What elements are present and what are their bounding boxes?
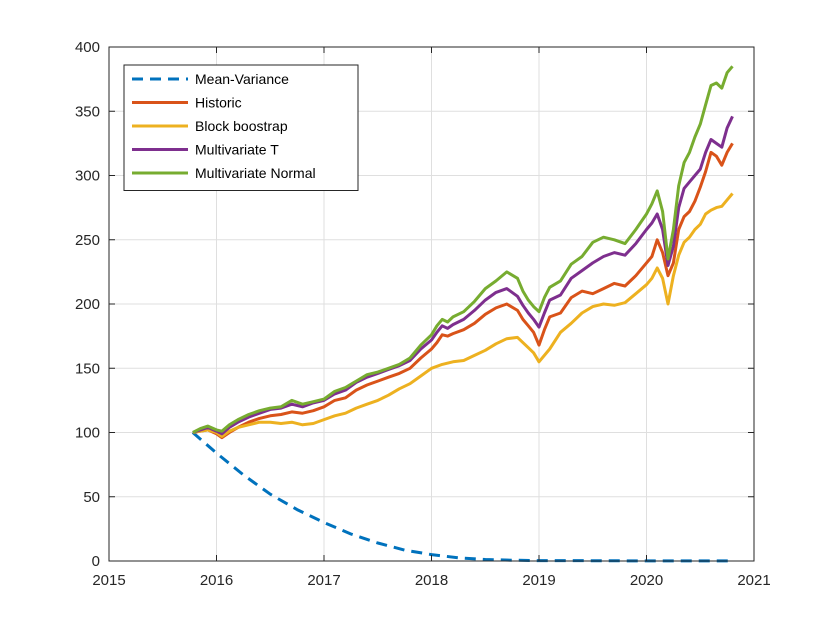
legend-box — [123, 64, 359, 191]
y-tick-label: 400 — [75, 39, 100, 56]
series-line-2 — [192, 192, 734, 438]
legend-label: Historic — [195, 95, 242, 111]
legend-label: Multivariate T — [195, 142, 279, 158]
series-line-3 — [192, 115, 734, 436]
legend: Mean-Variance Historic Block boostrap Multi… — [123, 64, 359, 191]
x-tick-label: 2018 — [415, 572, 448, 589]
x-tick-label: 2020 — [630, 572, 663, 589]
series-line-4 — [192, 65, 734, 434]
x-tick-label: 2019 — [522, 572, 555, 589]
y-tick-label: 350 — [75, 103, 100, 120]
x-tick-label: 2015 — [92, 572, 125, 589]
x-tick-label: 2016 — [200, 572, 233, 589]
y-tick-label: 250 — [75, 232, 100, 249]
series-line-0 — [191, 431, 733, 563]
axis-ticks: 2015 2016 2017 2018 2019 2020 2021 0 50 100 150 200… — [75, 39, 771, 589]
y-tick-label: 300 — [75, 168, 100, 185]
series-lines — [191, 65, 734, 563]
y-tick-label: 200 — [75, 296, 100, 313]
y-tick-label: 50 — [83, 489, 100, 506]
x-tick-label: 2021 — [737, 572, 770, 589]
legend-label: Block boostrap — [195, 118, 288, 134]
series-line-1 — [192, 142, 734, 440]
legend-label: Mean-Variance — [195, 71, 289, 87]
y-tick-label: 0 — [92, 553, 100, 570]
x-tick-label: 2017 — [307, 572, 340, 589]
legend-label: Multivariate Normal — [195, 165, 316, 181]
y-tick-label: 150 — [75, 360, 100, 377]
y-tick-label: 100 — [75, 425, 100, 442]
